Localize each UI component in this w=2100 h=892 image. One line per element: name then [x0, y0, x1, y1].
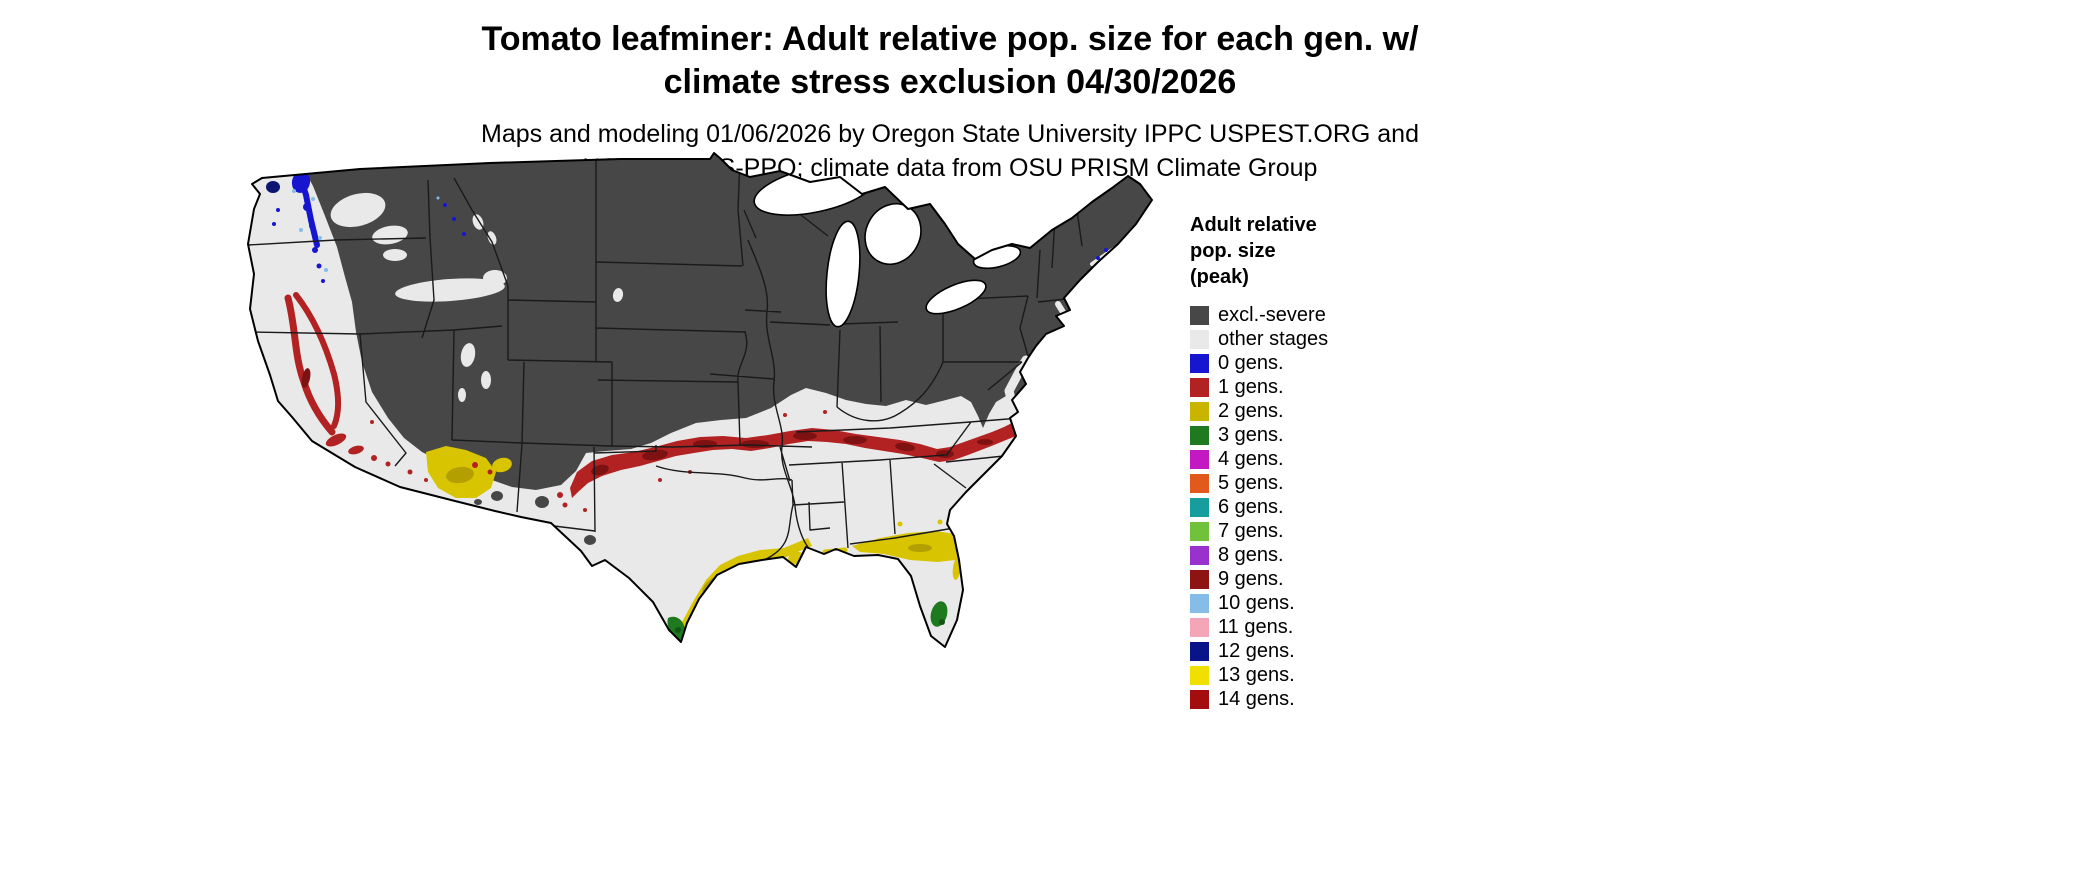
lake-michigan [825, 220, 861, 328]
region-excluded-severe-outliers [474, 491, 596, 545]
legend-entry: 13 gens. [1190, 663, 1410, 687]
legend-swatch [1190, 665, 1209, 685]
legend-label: 10 gens. [1218, 591, 1295, 614]
legend-entry: 5 gens. [1190, 471, 1410, 495]
legend-swatch [1190, 473, 1209, 493]
legend-swatch [1190, 569, 1209, 589]
legend-entry: 8 gens. [1190, 543, 1410, 567]
legend-title-line3: (peak) [1190, 266, 1249, 288]
legend-entry: excl.-severe [1190, 303, 1410, 327]
legend-swatch [1190, 689, 1209, 709]
legend-label: 8 gens. [1218, 543, 1284, 566]
figure-title-line1: Tomato leafminer: Adult relative pop. si… [481, 20, 1419, 58]
legend-entry: 4 gens. [1190, 447, 1410, 471]
legend-entry: 2 gens. [1190, 399, 1410, 423]
map-legend: Adult relative pop. size (peak) excl.-se… [1190, 212, 1410, 711]
region-other-stages-patches [330, 192, 1120, 418]
legend-entry: 14 gens. [1190, 687, 1410, 711]
legend-entry: 9 gens. [1190, 567, 1410, 591]
legend-swatch [1190, 353, 1209, 373]
legend-entry: 3 gens. [1190, 423, 1410, 447]
legend-entry: 6 gens. [1190, 495, 1410, 519]
legend-entry: 12 gens. [1190, 639, 1410, 663]
legend-label: 11 gens. [1218, 615, 1294, 638]
legend-label: 3 gens. [1218, 423, 1284, 446]
legend-title-line2: pop. size [1190, 240, 1276, 262]
legend-swatch [1190, 521, 1209, 541]
olympic-mountains-dark-blue [266, 181, 280, 193]
legend-label: 7 gens. [1218, 519, 1284, 542]
legend-swatch [1190, 641, 1209, 661]
legend-title: Adult relative pop. size (peak) [1190, 212, 1410, 290]
legend-swatch [1190, 425, 1209, 445]
legend-entries: excl.-severe other stages 0 gens. 1 gens… [1190, 303, 1410, 711]
us-map [247, 152, 1153, 648]
legend-label: other stages [1218, 327, 1329, 350]
legend-entry: 1 gens. [1190, 375, 1410, 399]
state-borders [248, 157, 1083, 561]
legend-entry: 7 gens. [1190, 519, 1410, 543]
legend-entry: other stages [1190, 327, 1410, 351]
legend-label: 6 gens. [1218, 495, 1284, 518]
legend-entry: 11 gens. [1190, 615, 1410, 639]
figure-title-line2: climate stress exclusion 04/30/2026 [663, 63, 1237, 101]
legend-swatch [1190, 401, 1209, 421]
legend-swatch [1190, 449, 1209, 469]
us-outline [247, 152, 1153, 648]
figure-subtitle-line1: Maps and modeling 01/06/2026 by Oregon S… [481, 120, 1419, 148]
legend-label: 9 gens. [1218, 567, 1284, 590]
region-gen10-lightblue-specks [292, 189, 440, 272]
legend-swatch [1190, 545, 1209, 565]
legend-label: 0 gens. [1218, 351, 1284, 374]
legend-swatch [1190, 617, 1209, 637]
map-figure [240, 150, 1180, 665]
legend-label: 1 gens. [1218, 375, 1284, 398]
legend-swatch [1190, 305, 1209, 325]
legend-label: 4 gens. [1218, 447, 1284, 470]
legend-swatch [1190, 377, 1209, 397]
legend-label: 12 gens. [1218, 639, 1295, 662]
region-gen3-green-mottle [675, 619, 945, 633]
legend-entry: 0 gens. [1190, 351, 1410, 375]
region-gen0-blue [272, 169, 1108, 283]
legend-label: 13 gens. [1218, 663, 1295, 686]
legend-label: 14 gens. [1218, 687, 1295, 710]
legend-swatch [1190, 329, 1209, 349]
legend-title-line1: Adult relative [1190, 214, 1317, 236]
lake-erie [925, 279, 987, 315]
legend-swatch [1190, 497, 1209, 517]
region-gen3-green [667, 601, 948, 641]
legend-label: 2 gens. [1218, 399, 1284, 422]
legend-swatch [1190, 593, 1209, 613]
region-excluded-severe [298, 153, 1152, 490]
legend-label: 5 gens. [1218, 471, 1284, 494]
legend-entry: 10 gens. [1190, 591, 1410, 615]
legend-label: excl.-severe [1218, 303, 1326, 326]
